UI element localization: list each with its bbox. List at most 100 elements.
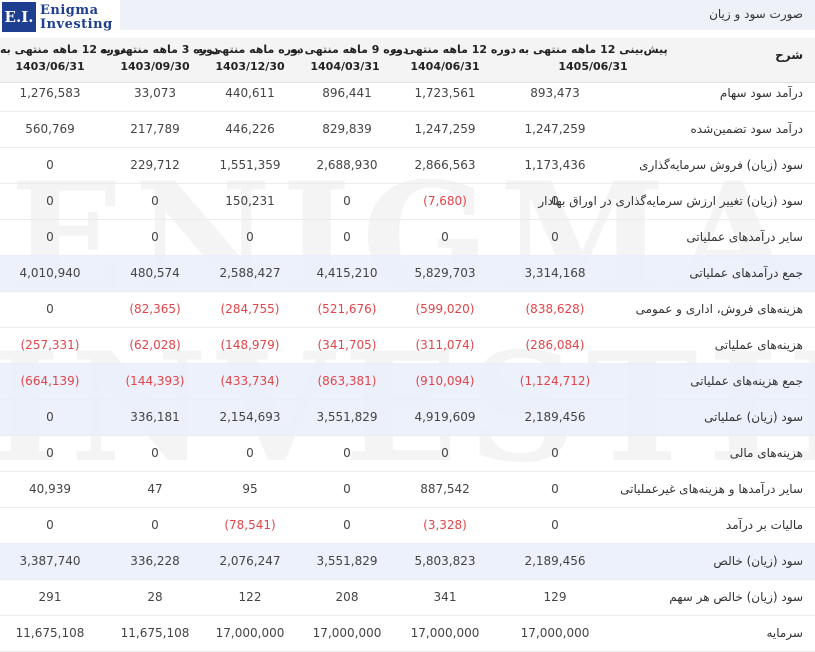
table-row: جمع درآمدهای عملیاتی 3,314,168 5,829,703 4,… xyxy=(0,255,815,292)
column-header: دوره 3 ماهه منتهی به 1403/09/30 xyxy=(100,38,219,82)
table-cell: 2,866,563 xyxy=(414,158,476,172)
table-cell: 0 xyxy=(46,158,54,172)
table-row: سود (زیان) فروش سرمایه‌گذاری 1,173,436 2,8… xyxy=(0,147,815,184)
table-cell: 5,829,703 xyxy=(414,266,476,280)
logo-mark: E.I. xyxy=(2,2,36,32)
table-cell: 122 xyxy=(238,590,262,604)
page-title: صورت سود و زیان xyxy=(709,7,803,21)
table-cell: 11,675,108 xyxy=(15,626,85,640)
row-label: سود (زیان) خالص xyxy=(713,554,803,568)
table-cell: 2,588,427 xyxy=(219,266,281,280)
table-cell: 0 xyxy=(551,518,559,532)
table-cell: (284,755) xyxy=(220,302,280,316)
table-cell: 5,803,823 xyxy=(414,554,476,568)
table-cell: 0 xyxy=(343,446,351,460)
table-row: جمع هزینه‌های عملیاتی (1,124,712) (910,094… xyxy=(0,363,815,400)
table-cell: (82,365) xyxy=(129,302,181,316)
row-label: هزینه‌های فروش، اداری و عمومی xyxy=(635,302,803,316)
table-cell: 0 xyxy=(151,230,159,244)
column-header: دوره 12 ماهه منتهی به 1404/06/31 xyxy=(390,38,517,82)
column-header-title: دوره ماهه منتهی به xyxy=(196,43,304,56)
row-label: سود (زیان) فروش سرمایه‌گذاری xyxy=(639,158,803,172)
table-row: سود (زیان) تغییر ارزش سرمایه‌گذاری در او… xyxy=(0,183,815,220)
table-cell: 829,839 xyxy=(322,122,372,136)
table-cell: 0 xyxy=(46,194,54,208)
table-cell: (62,028) xyxy=(129,338,181,352)
column-header-date: 1404/03/31 xyxy=(310,60,380,73)
table-cell: 0 xyxy=(551,446,559,460)
table-cell: 2,189,456 xyxy=(524,410,586,424)
table-cell: 896,441 xyxy=(322,86,372,100)
table-cell: 0 xyxy=(343,482,351,496)
table-row: مالیات بر درآمد 0 (3,328) 0 (78,541) 0 0 xyxy=(0,507,815,544)
table-cell: (1,124,712) xyxy=(519,374,591,388)
table-row: درآمد سود سهام 893,473 1,723,561 896,441 440… xyxy=(0,75,815,112)
column-header-title: دوره 12 ماهه منتهی به xyxy=(0,43,127,56)
row-label: هزینه‌های مالی xyxy=(729,446,803,460)
table-cell: 95 xyxy=(242,482,258,496)
column-header-title: دوره 12 ماهه منتهی به xyxy=(390,43,517,56)
table-cell: 150,231 xyxy=(225,194,275,208)
table-cell: 17,000,000 xyxy=(410,626,480,640)
table-row: سود (زیان) خالص هر سهم 129 341 208 122 28 291 xyxy=(0,579,815,616)
table-row: سرمایه 17,000,000 17,000,000 17,000,000 17,0… xyxy=(0,615,815,652)
column-header-date: 1405/06/31 xyxy=(558,60,628,73)
table-cell: 0 xyxy=(46,518,54,532)
table-cell: 1,723,561 xyxy=(414,86,476,100)
table-cell: 0 xyxy=(151,194,159,208)
column-header-date: 1404/06/31 xyxy=(410,60,480,73)
column-header-title: پیش‌بینی 12 ماهه منتهی به xyxy=(518,43,668,56)
row-label: جمع درآمدهای عملیاتی xyxy=(689,266,803,280)
table-row: سایر درآمدهای عملیاتی 0 0 0 0 0 0 xyxy=(0,219,815,256)
table-cell: 0 xyxy=(246,230,254,244)
table-cell: 291 xyxy=(38,590,62,604)
table-cell: 2,154,693 xyxy=(219,410,281,424)
table-cell: 17,000,000 xyxy=(312,626,382,640)
table-cell: (521,676) xyxy=(317,302,377,316)
table-cell: 4,010,940 xyxy=(19,266,81,280)
row-label: درآمد سود سهام xyxy=(719,86,803,100)
row-label: سود (زیان) تغییر ارزش سرمایه‌گذاری در او… xyxy=(538,194,803,208)
row-label: سایر درآمدهای عملیاتی xyxy=(686,230,803,244)
row-label: سود (زیان) عملیاتی xyxy=(704,410,803,424)
table-cell: 341 xyxy=(433,590,457,604)
table-cell: 0 xyxy=(46,410,54,424)
row-label: هزینه‌های عملیاتی xyxy=(714,338,803,352)
table-cell: 2,076,247 xyxy=(219,554,281,568)
table-cell: 0 xyxy=(551,482,559,496)
table-cell: (838,628) xyxy=(525,302,585,316)
table-cell: 336,228 xyxy=(130,554,180,568)
table-cell: 0 xyxy=(46,446,54,460)
logo-text-line2: Investing xyxy=(40,17,113,32)
table-cell: 336,181 xyxy=(130,410,180,424)
table-cell: 0 xyxy=(343,230,351,244)
table-cell: 1,276,583 xyxy=(19,86,81,100)
table-cell: 887,542 xyxy=(420,482,470,496)
table-cell: (3,328) xyxy=(423,518,467,532)
table-cell: 0 xyxy=(551,194,559,208)
table-cell: 0 xyxy=(343,194,351,208)
table-cell: (78,541) xyxy=(224,518,276,532)
table-cell: (7,680) xyxy=(423,194,467,208)
table-cell: 17,000,000 xyxy=(520,626,590,640)
table-cell: 1,551,359 xyxy=(219,158,281,172)
title-bar xyxy=(0,0,815,30)
table-cell: 893,473 xyxy=(530,86,580,100)
row-label: درآمد سود تضمین‌شده xyxy=(690,122,803,136)
column-header-date: 1403/06/31 xyxy=(15,60,85,73)
row-label: سایر درآمدها و هزینه‌های غیرعملیاتی xyxy=(620,482,803,496)
table-header: شرح پیش‌بینی 12 ماهه منتهی به 1405/06/31… xyxy=(0,38,815,83)
table-cell: 0 xyxy=(246,446,254,460)
table-cell: 1,173,436 xyxy=(524,158,586,172)
table-cell: 217,789 xyxy=(130,122,180,136)
table-cell: 1,247,259 xyxy=(524,122,586,136)
table-cell: 208 xyxy=(335,590,359,604)
table-cell: (910,094) xyxy=(415,374,475,388)
table-cell: 0 xyxy=(441,446,449,460)
table-cell: 47 xyxy=(147,482,163,496)
table-cell: (144,393) xyxy=(125,374,185,388)
table-row: هزینه‌های عملیاتی (286,084) (311,074) (341,… xyxy=(0,327,815,364)
table-cell: 0 xyxy=(551,230,559,244)
row-label: جمع هزینه‌های عملیاتی xyxy=(690,374,803,388)
table-cell: 17,000,000 xyxy=(215,626,285,640)
